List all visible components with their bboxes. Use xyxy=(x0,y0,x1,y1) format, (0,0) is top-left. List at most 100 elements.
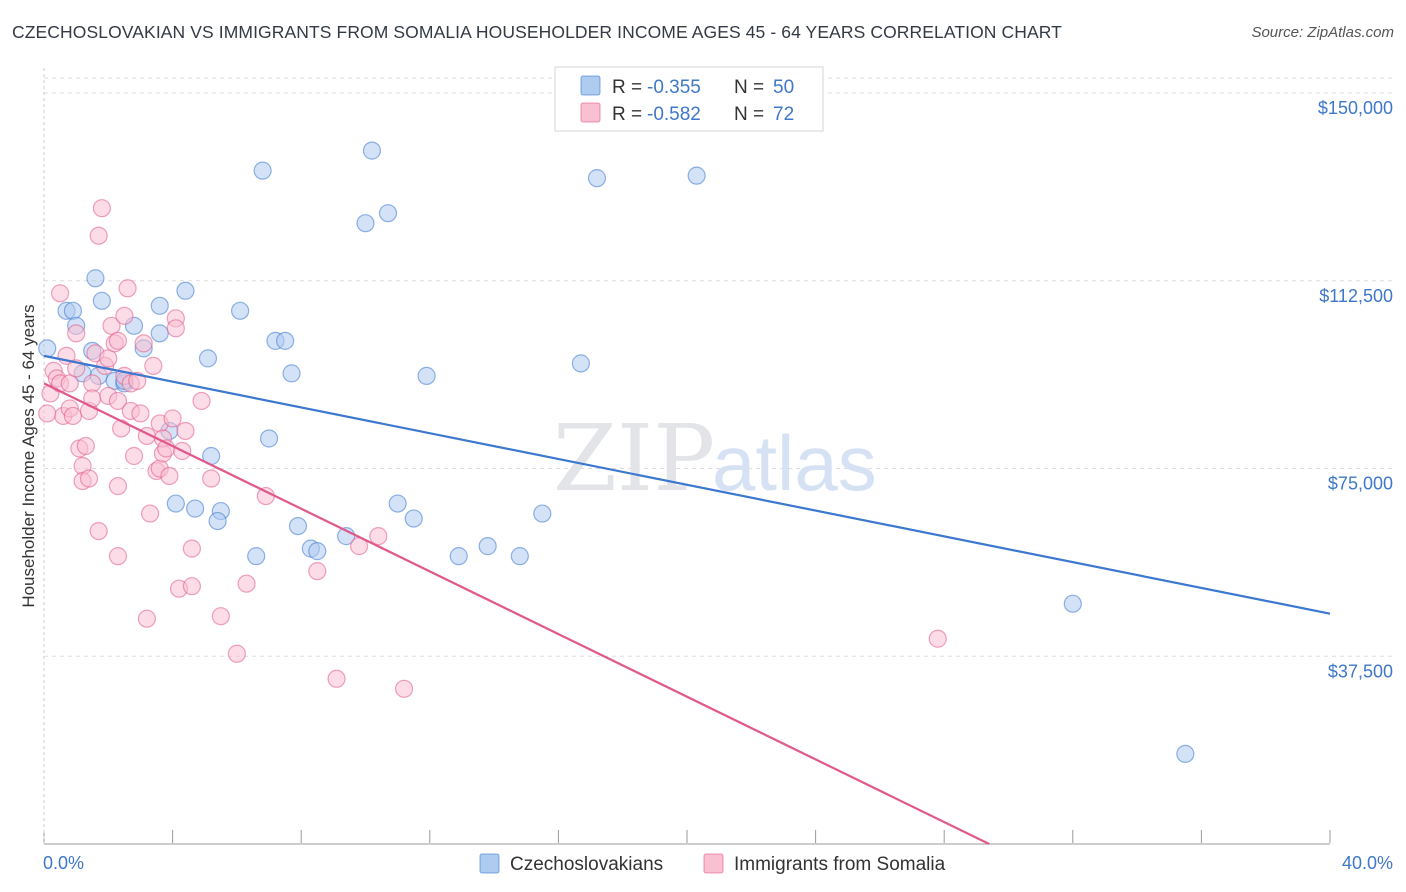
y-tick-label: $112,500 xyxy=(1319,286,1393,306)
bottom-legend-swatch-czechoslovakians xyxy=(479,853,500,874)
legend-n-label: N = xyxy=(734,77,764,98)
data-point xyxy=(211,607,230,626)
data-point xyxy=(76,436,95,456)
data-point xyxy=(92,291,111,310)
x-tick-label-min: 0.0% xyxy=(43,853,84,873)
data-point xyxy=(86,269,105,288)
data-point xyxy=(182,577,201,596)
watermark-atlas: atlas xyxy=(712,419,877,507)
data-point xyxy=(108,331,128,350)
data-point xyxy=(1063,594,1082,613)
legend-r-label: R = xyxy=(612,77,642,98)
bottom-legend: Czechoslovakians Immigrants from Somalia xyxy=(479,853,946,875)
data-point xyxy=(237,574,256,593)
y-tick-label: $37,500 xyxy=(1328,661,1393,681)
data-point xyxy=(259,429,279,448)
data-point xyxy=(369,527,388,546)
y-tick-label: $75,000 xyxy=(1328,474,1393,494)
data-point xyxy=(282,364,301,383)
axes: $37,500 $75,000 $112,500 $150,000 0.0% 40.0% xyxy=(43,68,1393,873)
data-point xyxy=(288,516,308,536)
data-point xyxy=(63,406,83,426)
bottom-legend-czechoslovakians: Czechoslovakians xyxy=(510,854,663,875)
legend-box: R = -0.355 N = 50 R = -0.582 N = 72 xyxy=(554,66,824,132)
data-point xyxy=(253,161,272,180)
data-point xyxy=(140,504,160,523)
data-point xyxy=(134,334,153,353)
data-point xyxy=(115,306,134,325)
data-point xyxy=(38,404,57,423)
data-point xyxy=(131,404,150,423)
legend-swatch-czechoslovakians xyxy=(580,75,601,96)
data-point xyxy=(108,547,128,566)
data-point xyxy=(587,169,607,188)
data-point xyxy=(231,301,250,320)
y-tick-label: $150,000 xyxy=(1318,98,1393,118)
data-point xyxy=(478,537,497,556)
data-point xyxy=(362,141,382,160)
data-point xyxy=(186,499,205,518)
data-point xyxy=(150,296,169,315)
legend-n-value: 50 xyxy=(773,77,794,98)
x-tick-label-max: 40.0% xyxy=(1342,853,1393,873)
data-point xyxy=(50,284,70,303)
data-point xyxy=(38,339,57,358)
data-point xyxy=(198,349,218,368)
data-point xyxy=(166,494,185,513)
watermark-zip: ZIP xyxy=(553,405,715,512)
data-point xyxy=(99,349,118,368)
legend-r-label: R = xyxy=(612,104,642,125)
trend-lines xyxy=(43,354,1331,845)
data-point xyxy=(417,366,436,385)
data-point xyxy=(89,521,108,541)
trend-line-somalia xyxy=(43,382,990,845)
data-point xyxy=(102,316,121,335)
source-credit: Source: ZipAtlas.com xyxy=(1251,24,1394,41)
data-point xyxy=(327,669,346,688)
data-point xyxy=(928,629,947,648)
data-point xyxy=(89,226,108,245)
data-point xyxy=(208,511,227,531)
data-point xyxy=(687,166,706,185)
data-point xyxy=(176,421,195,441)
data-point xyxy=(378,204,398,223)
data-point xyxy=(166,319,185,338)
data-points xyxy=(38,141,1195,763)
data-point xyxy=(60,374,79,393)
data-point xyxy=(571,354,591,373)
data-point xyxy=(137,609,156,628)
data-point xyxy=(247,547,266,566)
data-point xyxy=(308,562,327,581)
legend-n-value: 72 xyxy=(773,104,794,125)
data-point xyxy=(92,199,111,218)
data-point xyxy=(356,214,375,233)
legend-swatch-somalia xyxy=(580,102,601,123)
bottom-legend-somalia: Immigrants from Somalia xyxy=(734,854,946,875)
data-point xyxy=(79,469,99,488)
data-point xyxy=(67,324,86,343)
data-point xyxy=(112,419,131,438)
data-point xyxy=(176,281,195,300)
data-point xyxy=(202,469,221,488)
chart-title: CZECHOSLOVAKIAN VS IMMIGRANTS FROM SOMAL… xyxy=(12,22,1062,42)
data-point xyxy=(163,409,182,428)
data-point xyxy=(192,391,211,411)
data-point xyxy=(128,371,147,391)
data-point xyxy=(256,486,275,506)
data-point xyxy=(118,279,137,298)
data-point xyxy=(510,547,529,566)
data-point xyxy=(404,509,423,528)
data-point xyxy=(533,504,552,523)
data-point xyxy=(108,476,128,496)
data-point xyxy=(108,391,128,411)
data-point xyxy=(308,542,327,561)
data-point xyxy=(182,539,201,558)
legend-r-value: -0.355 xyxy=(647,77,701,98)
data-point xyxy=(227,644,246,663)
data-point xyxy=(276,331,295,350)
gridlines xyxy=(44,77,1394,657)
legend-r-value: -0.582 xyxy=(647,104,701,125)
data-point xyxy=(388,494,407,513)
data-point xyxy=(449,547,468,566)
